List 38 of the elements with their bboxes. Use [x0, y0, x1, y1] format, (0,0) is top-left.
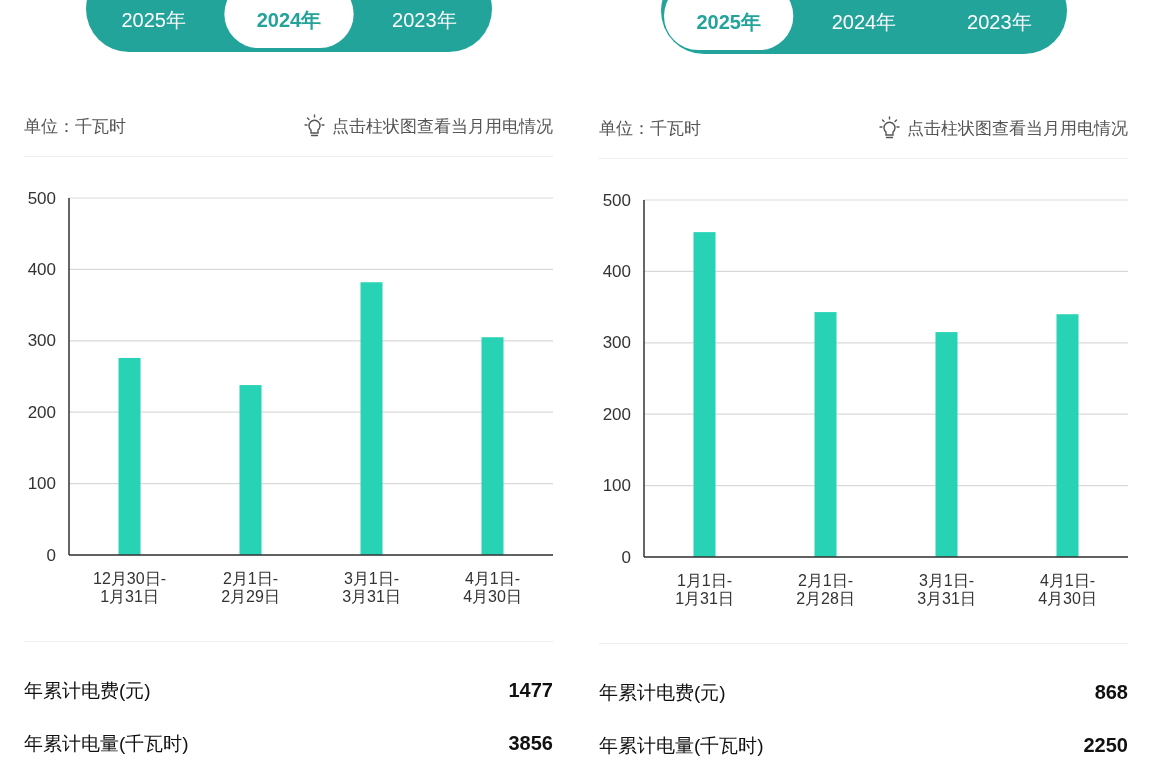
summary-label: 年累计电费(元)	[599, 681, 726, 703]
y-tick-label: 200	[602, 404, 631, 424]
x-tick-label: 12月30日- 1月31日	[93, 569, 166, 605]
x-tick-label: 3月1日- 3月31日	[917, 571, 976, 607]
y-tick-label: 400	[602, 261, 631, 281]
summary-value: 3856	[508, 732, 553, 754]
summary-value: 2250	[1083, 734, 1128, 756]
summary-label: 年累计电费(元)	[24, 679, 151, 701]
hint-text: 点击柱状图查看当月用电情况	[907, 118, 1128, 138]
y-tick-label: 300	[602, 333, 631, 353]
title: 2024年	[256, 9, 322, 31]
y-tick-label: 500	[27, 188, 56, 208]
x-tick-label: 1月1日- 1月31日	[675, 571, 734, 607]
summary-label: 年累计电量(千瓦时)	[599, 734, 764, 756]
y-tick-label: 400	[27, 259, 56, 279]
summary-label: 年累计电量(千瓦时)	[24, 732, 189, 754]
x-tick-label: 2月1日- 2月29日	[221, 569, 280, 605]
y-tick-label: 500	[602, 190, 631, 210]
unit-label: 单位：千瓦时	[599, 118, 701, 138]
summary-value: 868	[1094, 681, 1128, 703]
tab-label: 2024年	[831, 11, 897, 33]
title: 2025年	[696, 11, 761, 33]
y-tick-label: 100	[27, 474, 56, 494]
x-tick-label: 2月1日- 2月28日	[796, 571, 855, 607]
x-tick-label: 4月1日- 4月30日	[463, 569, 522, 605]
x-tick-label: 4月1日- 4月30日	[1038, 571, 1097, 607]
tab-label: 2025年	[121, 9, 186, 31]
y-tick-label: 0	[46, 545, 56, 565]
y-tick-label: 0	[621, 547, 631, 567]
x-tick-label: 3月1日- 3月31日	[342, 569, 401, 605]
y-tick-label: 200	[27, 402, 56, 422]
unit-label: 单位：千瓦时	[24, 116, 126, 136]
y-tick-label: 300	[27, 331, 56, 351]
hint-text: 点击柱状图查看当月用电情况	[332, 116, 553, 136]
tab-label: 2023年	[967, 11, 1032, 33]
y-tick-label: 100	[602, 476, 631, 496]
tab-label: 2023年	[392, 9, 457, 31]
summary-value: 1477	[508, 679, 553, 701]
